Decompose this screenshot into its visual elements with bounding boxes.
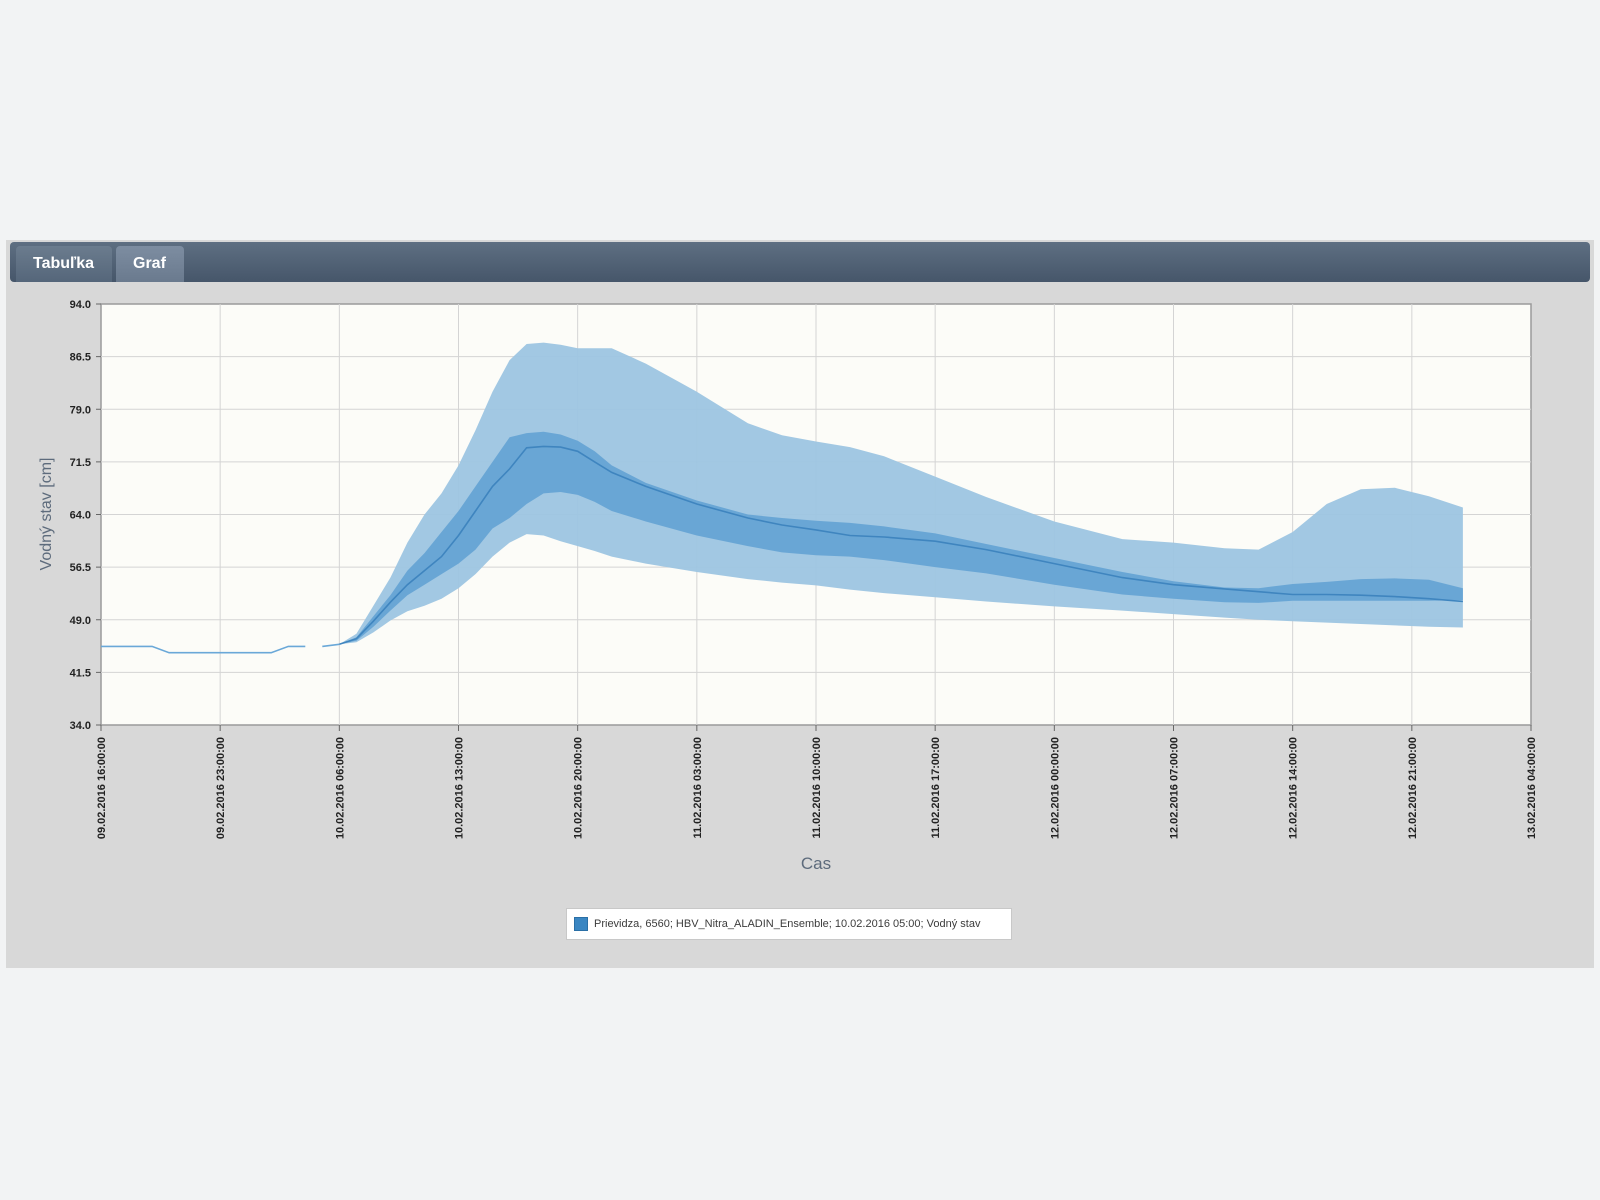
tab-graf[interactable]: Graf	[116, 246, 184, 282]
x-tick-label: 09.02.2016 23:00:00	[215, 737, 227, 839]
x-tick-label: 12.02.2016 21:00:00	[1407, 737, 1419, 839]
x-tick-label: 12.02.2016 00:00:00	[1049, 737, 1061, 839]
observed-line-segment	[322, 643, 340, 648]
data-lines	[101, 445, 1463, 654]
water-level-chart: 94.0 86.5 79.0 71.5 64.0 56.5 49.0 41.5 34.0 09.…	[38, 299, 1538, 873]
y-axis-label: Vodný stav [cm]	[38, 458, 55, 571]
x-tick-label: 11.02.2016 03:00:00	[692, 737, 704, 839]
outer-band-min-max	[339, 342, 1463, 645]
legend-label: Prievidza, 6560; HBV_Nitra_ALADIN_Ensemb…	[594, 918, 981, 930]
x-tick-label: 11.02.2016 10:00:00	[811, 737, 823, 839]
tab-bar: Tabuľka Graf	[10, 242, 1590, 282]
y-tick-label: 56.5	[70, 562, 91, 574]
x-tick-label: 09.02.2016 16:00:00	[96, 737, 108, 839]
y-tick-label: 41.5	[70, 667, 91, 679]
legend-swatch	[574, 917, 588, 931]
y-tick-label: 94.0	[70, 299, 91, 311]
y-tick-label: 34.0	[70, 720, 91, 732]
x-tick-label: 11.02.2016 17:00:00	[930, 737, 942, 839]
y-tick-label: 49.0	[70, 615, 91, 627]
x-tick-label: 10.02.2016 20:00:00	[573, 737, 585, 839]
x-tick-label: 12.02.2016 14:00:00	[1288, 737, 1300, 839]
x-axis-ticks: 09.02.2016 16:00:00 09.02.2016 23:00:00 10…	[96, 725, 1538, 839]
x-axis-label: Cas	[801, 854, 831, 873]
x-tick-label: 13.02.2016 04:00:00	[1526, 737, 1538, 839]
chart-legend[interactable]: Prievidza, 6560; HBV_Nitra_ALADIN_Ensemb…	[566, 908, 1012, 940]
graph-panel: Tabuľka Graf 94.0 86.5 79.0 71.5 64.0 56.5 49.…	[6, 240, 1594, 968]
observed-line-segment	[101, 645, 306, 654]
x-tick-label: 10.02.2016 13:00:00	[454, 737, 466, 839]
y-tick-label: 71.5	[70, 457, 91, 469]
tab-tabulka[interactable]: Tabuľka	[16, 246, 112, 282]
y-tick-label: 86.5	[70, 352, 91, 364]
x-tick-label: 10.02.2016 06:00:00	[334, 737, 346, 839]
y-axis-ticks: 94.0 86.5 79.0 71.5 64.0 56.5 49.0 41.5 34.0	[70, 299, 101, 732]
x-tick-label: 12.02.2016 07:00:00	[1169, 737, 1181, 839]
y-tick-label: 79.0	[70, 404, 91, 416]
y-tick-label: 64.0	[70, 510, 91, 522]
median-line	[339, 445, 1463, 646]
